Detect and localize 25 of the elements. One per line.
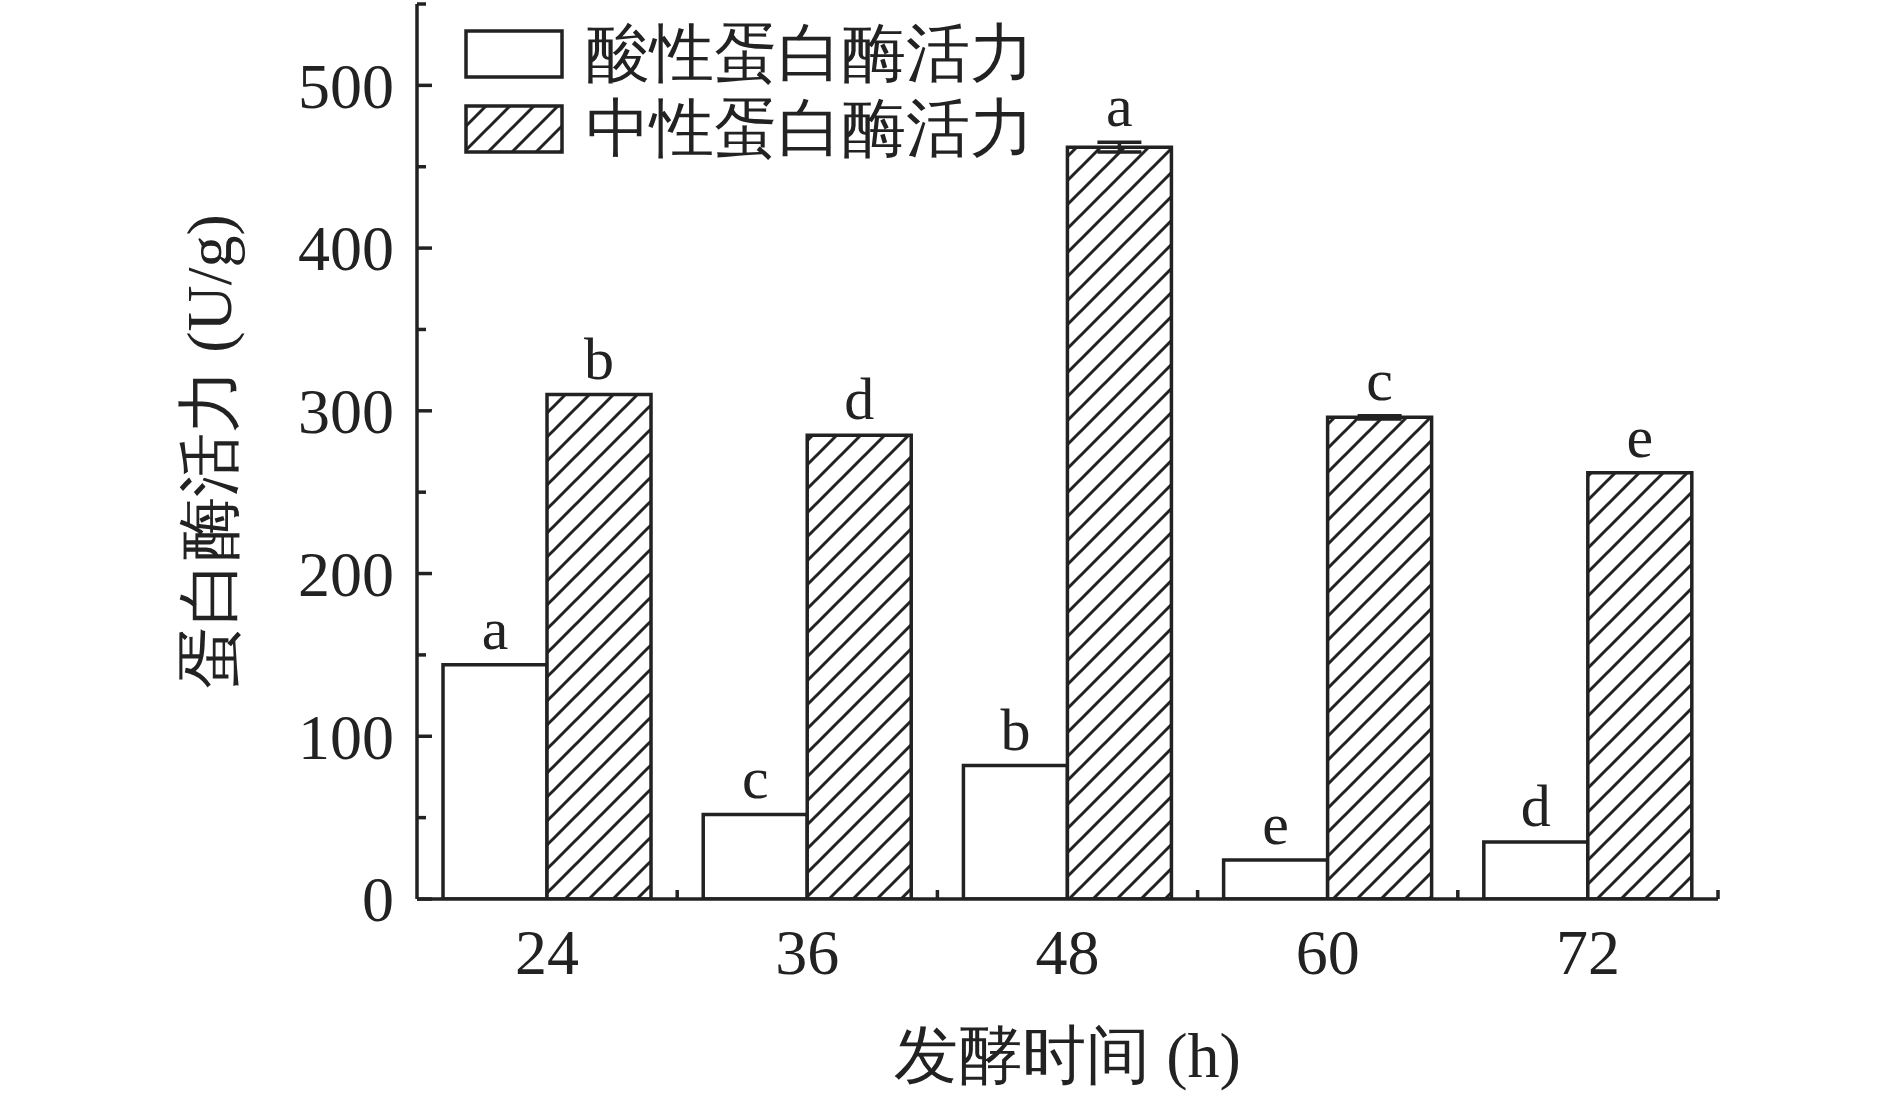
x-tick-label: 36 xyxy=(775,917,840,989)
y-tick-label: 200 xyxy=(298,538,394,610)
y-tick-label: 400 xyxy=(298,213,394,285)
x-axis-title: 发酵时间 (h) xyxy=(894,1020,1241,1091)
y-tick-label: 0 xyxy=(362,864,394,936)
y-axis-title: 蛋白酶活力 (U/g) xyxy=(174,214,246,689)
x-tick-label: 48 xyxy=(1035,917,1100,989)
data-label: d xyxy=(844,366,875,433)
data-label: d xyxy=(1520,773,1551,840)
x-tick-label: 72 xyxy=(1555,917,1620,989)
data-label: e xyxy=(1626,403,1654,470)
legend-label: 酸性蛋白酶活力 xyxy=(586,17,1034,91)
data-label: b xyxy=(584,325,615,392)
data-label: a xyxy=(1106,73,1133,140)
data-label: a xyxy=(481,595,509,662)
y-tick-label: 300 xyxy=(298,376,394,448)
data-label: c xyxy=(741,745,769,812)
y-tick-label: 100 xyxy=(298,701,394,773)
y-tick-label: 500 xyxy=(298,50,394,122)
data-label: b xyxy=(1000,696,1031,763)
data-label: c xyxy=(1366,346,1393,413)
legend-label: 中性蛋白酶活力 xyxy=(586,92,1034,166)
x-tick-label: 24 xyxy=(515,917,580,989)
x-tick-label: 60 xyxy=(1295,917,1360,989)
data-label: e xyxy=(1262,790,1289,857)
